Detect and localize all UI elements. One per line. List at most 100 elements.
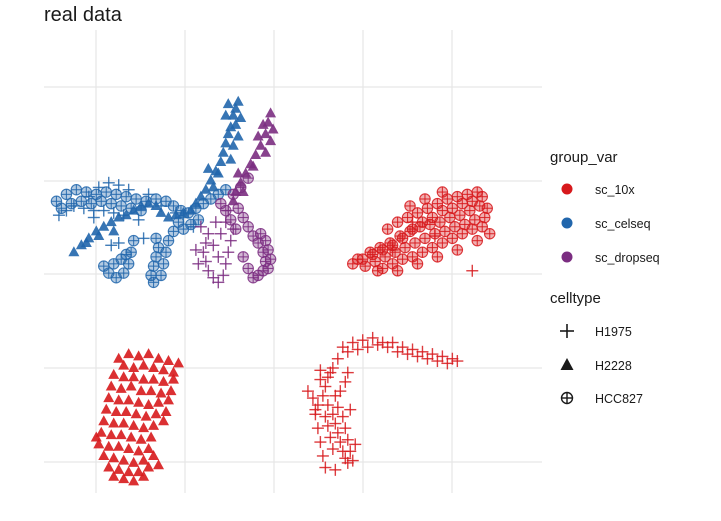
data-point-sc-10x-h2228 <box>145 385 157 396</box>
data-point-sc-10x-h1975 <box>406 343 419 356</box>
data-point-sc-10x-h2228 <box>113 440 125 451</box>
data-point-sc-10x-h2228 <box>143 443 155 454</box>
data-point-sc-10x-h2228 <box>125 431 137 442</box>
data-point-sc-celseq-h1975 <box>105 239 118 252</box>
data-point-sc-10x-h2228 <box>138 373 150 384</box>
data-point-sc-dropseq-h1975 <box>202 227 215 240</box>
data-point-sc-10x-h2228 <box>133 350 145 361</box>
data-point-sc-dropseq-h2228 <box>265 135 277 146</box>
data-point-sc-10x-h2228 <box>103 392 115 403</box>
data-point-sc-10x-hcc827 <box>411 207 424 219</box>
legend-label-sc-dropseq: sc_dropseq <box>595 251 660 265</box>
legend-item-hcc827: HCC827 <box>560 391 643 406</box>
data-point-sc-10x-hcc827 <box>416 246 429 258</box>
data-point-sc-celseq-h2228 <box>235 111 247 122</box>
data-point-sc-10x-h2228 <box>128 371 140 382</box>
legend-label-sc-10x: sc_10x <box>595 183 635 197</box>
data-point-sc-celseq-hcc827 <box>80 186 93 198</box>
data-point-sc-10x-h2228 <box>108 470 120 481</box>
data-point-sc-dropseq-h1975 <box>192 257 205 270</box>
data-point-sc-10x-hcc827 <box>371 265 384 277</box>
data-point-sc-10x-h1975 <box>316 449 329 462</box>
data-point-sc-dropseq-h2228 <box>232 167 244 178</box>
data-point-sc-10x-h2228 <box>165 385 177 396</box>
data-point-sc-celseq-h2228 <box>68 246 80 257</box>
data-point-sc-10x-h2228 <box>145 431 157 442</box>
data-point-sc-celseq-h2228 <box>220 109 232 120</box>
data-point-sc-dropseq-h2228 <box>260 128 272 139</box>
data-point-sc-10x-h2228 <box>153 459 165 470</box>
data-point-sc-dropseq-hcc827 <box>237 251 249 263</box>
data-point-sc-dropseq-hcc827 <box>262 262 274 275</box>
data-point-sc-celseq-h1975 <box>97 204 110 217</box>
data-point-sc-10x-h1975 <box>344 403 357 416</box>
data-point-sc-10x-h1975 <box>339 375 352 388</box>
data-point-sc-10x-hcc827 <box>364 246 376 258</box>
data-point-sc-celseq-h2228 <box>227 109 239 120</box>
data-point-sc-10x-hcc827 <box>466 223 479 235</box>
data-point-sc-celseq-hcc827 <box>105 197 117 210</box>
data-point-sc-10x-h2228 <box>118 473 130 484</box>
data-point-sc-celseq-hcc827 <box>55 202 68 215</box>
data-point-sc-10x-hcc827 <box>426 241 439 254</box>
data-point-sc-dropseq-h2228 <box>227 195 239 206</box>
data-point-sc-10x-h2228 <box>138 470 150 481</box>
data-point-sc-10x-h2228 <box>118 417 130 428</box>
data-point-sc-10x-h2228 <box>163 394 174 405</box>
data-point-sc-10x-hcc827 <box>483 227 496 240</box>
data-point-sc-celseq-hcc827 <box>120 190 132 203</box>
legend-item-sc-celseq: sc_celseq <box>561 217 651 231</box>
data-point-sc-10x-h1975 <box>341 366 354 379</box>
data-point-sc-10x-h1975 <box>329 463 342 476</box>
data-point-sc-10x-h1975 <box>319 410 332 423</box>
data-point-sc-dropseq-h2228 <box>265 107 277 118</box>
data-point-sc-10x-h1975 <box>324 431 337 444</box>
data-point-sc-10x-h2228 <box>105 429 117 440</box>
data-point-sc-celseq-h2228 <box>215 155 227 166</box>
data-point-sc-10x-h2228 <box>113 352 125 363</box>
legend-label-h2228: H2228 <box>595 359 632 373</box>
data-point-sc-dropseq-hcc827 <box>242 172 254 184</box>
data-point-sc-dropseq-hcc827 <box>215 197 227 210</box>
data-point-sc-10x-h1975 <box>326 408 339 421</box>
data-point-sc-celseq-h2228 <box>230 102 242 113</box>
data-point-sc-dropseq-h2228 <box>257 118 269 129</box>
data-point-sc-10x-h1975 <box>339 422 352 435</box>
data-point-sc-celseq-hcc827 <box>160 246 172 258</box>
data-point-sc-10x-h2228 <box>103 461 115 472</box>
data-point-sc-10x-h1975 <box>334 436 347 449</box>
data-point-sc-dropseq-h2228 <box>250 149 262 160</box>
data-point-sc-10x-h1975 <box>326 443 339 456</box>
data-point-sc-dropseq-hcc827 <box>232 202 244 215</box>
data-point-sc-10x-h1975 <box>361 341 374 354</box>
data-point-sc-10x-h2228 <box>130 408 142 419</box>
data-point-sc-10x-h1975 <box>329 417 342 430</box>
data-point-sc-10x-hcc827 <box>439 225 451 238</box>
data-point-sc-10x-h2228 <box>148 361 160 372</box>
data-point-sc-celseq-h2228 <box>185 204 197 215</box>
data-point-sc-10x-h1975 <box>321 399 334 412</box>
data-point-sc-10x-hcc827 <box>444 211 456 224</box>
data-point-sc-celseq-hcc827 <box>120 248 132 261</box>
data-point-sc-10x-h2228 <box>105 380 117 391</box>
shape-legend-title: celltype <box>550 290 601 307</box>
data-point-sc-dropseq-h1975 <box>189 243 202 256</box>
data-point-sc-10x-hcc827 <box>431 197 444 210</box>
data-point-sc-10x-h1975 <box>319 380 332 393</box>
data-point-sc-10x-h2228 <box>135 385 147 396</box>
data-point-sc-dropseq-h2228 <box>237 186 249 197</box>
data-point-sc-celseq-hcc827 <box>85 197 98 210</box>
data-point-sc-10x-hcc827 <box>436 237 449 249</box>
data-point-sc-10x-h2228 <box>115 382 127 393</box>
legend-label-h1975: H1975 <box>595 325 632 339</box>
data-point-sc-dropseq-h1975 <box>199 236 212 249</box>
data-point-sc-10x-h2228 <box>128 361 140 372</box>
data-point-sc-dropseq-h1975 <box>219 216 232 229</box>
data-point-sc-10x-h2228 <box>108 417 120 428</box>
data-point-sc-dropseq-h1975 <box>227 223 240 236</box>
data-point-sc-celseq-hcc827 <box>162 234 175 247</box>
data-point-sc-10x-h1975 <box>316 389 329 402</box>
data-point-sc-10x-h2228 <box>133 466 145 477</box>
data-point-sc-10x-h2228 <box>167 373 179 384</box>
